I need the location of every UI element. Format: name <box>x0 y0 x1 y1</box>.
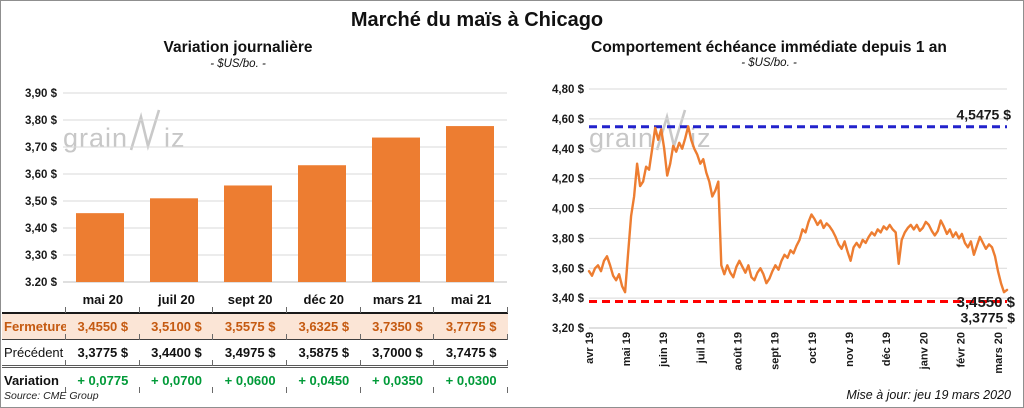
x-tick-label: nov 19 <box>844 332 856 367</box>
y-tick-label: 4,00 $ <box>552 204 585 216</box>
table-cell: 3,7775 $ <box>433 313 508 340</box>
table-cell: 3,4975 $ <box>212 339 287 368</box>
table-cell: 3,7475 $ <box>433 339 508 368</box>
table-row-fermeture: Fermeture 3,4550 $3,5100 $3,5575 $3,6325 … <box>2 313 508 340</box>
table-cell: 3,5100 $ <box>138 313 214 340</box>
bar-mars 21 <box>372 137 420 282</box>
table-cell: + 0,0775 <box>65 367 140 393</box>
y-tick-label: 3,30 $ <box>25 250 58 262</box>
table-row-variation: Variation + 0,0775 + 0,0700 + 0,0600 + 0,045… <box>2 367 508 393</box>
header-corner <box>2 287 66 314</box>
bar-déc 20 <box>298 165 346 282</box>
watermark-text: iz <box>164 123 186 153</box>
y-tick-label: 3,40 $ <box>552 293 585 305</box>
y-tick-label: 4,40 $ <box>552 144 585 156</box>
label-last-close: 3,4550 $ <box>957 294 1016 311</box>
y-tick-label: 3,60 $ <box>552 263 585 275</box>
y-tick-label: 3,20 $ <box>25 277 58 286</box>
row-label-precedent: Précédent <box>2 339 66 368</box>
price-line <box>587 125 1009 294</box>
x-tick-label: déc 19 <box>881 332 893 366</box>
update-note: Mise à jour: jeu 19 mars 2020 <box>846 388 1011 402</box>
x-tick-label: mars 20 <box>993 332 1005 374</box>
bar-chart-svg: 3,90 $ 3,80 $ 3,70 $ 3,60 $ 3,50 $ 3,40 $ 3,30… <box>25 88 507 286</box>
table-cell: 3,7000 $ <box>359 339 435 368</box>
x-tick-label: juil 19 <box>695 332 707 364</box>
line-chart-svg: 4,80 $ 4,60 $ 4,40 $ 4,20 $ 4,00 $ 3,80 $ 3,60… <box>552 84 1016 374</box>
table-cell: 3,5575 $ <box>212 313 287 340</box>
y-tick-label: 3,50 $ <box>25 196 58 208</box>
row-label-variation: Variation <box>4 372 59 388</box>
x-tick-label: févr 20 <box>956 332 968 367</box>
column-header: déc 20 <box>285 287 361 314</box>
futures-table: mai 20 juil 20 sept 20 déc 20 mars 21 mai 21 F… <box>2 287 508 392</box>
x-tick-label: oct 19 <box>807 332 819 364</box>
x-tick-label: avr 19 <box>584 332 596 364</box>
table-cell: 3,7350 $ <box>359 313 435 340</box>
page-title: Marché du maïs à Chicago <box>350 9 604 31</box>
row-label-fermeture: Fermeture <box>2 313 68 340</box>
label-previous-close: 3,3775 $ <box>961 309 1016 325</box>
table-header-row: mai 20 juil 20 sept 20 déc 20 mars 21 mai 21 <box>2 287 508 314</box>
column-header: mai 20 <box>65 287 140 314</box>
table-cell: 3,4550 $ <box>65 313 140 340</box>
y-tick-label: 4,80 $ <box>552 84 585 96</box>
column-header: mars 21 <box>359 287 435 314</box>
y-tick-label: 4,20 $ <box>552 174 585 186</box>
bar-chart-subtitle: - $US/bo. - <box>210 58 266 70</box>
table-cell: + 0,0600 <box>212 367 287 393</box>
column-header: sept 20 <box>212 287 287 314</box>
y-tick-label: 4,60 $ <box>552 114 585 126</box>
y-tick-label: 3,60 $ <box>25 169 58 181</box>
column-header: mai 21 <box>433 287 508 314</box>
watermark-text: grain <box>589 123 655 153</box>
watermark-text: iz <box>690 123 712 153</box>
line-chart-subtitle: - $US/bo. - <box>741 57 797 69</box>
table-cell: + 0,0350 <box>359 367 435 393</box>
x-tick-label: juin 19 <box>658 332 670 368</box>
table-row-precedent: Précédent 3,3775 $3,4400 $3,4975 $3,5875 … <box>2 339 508 368</box>
table-cell: + 0,0700 <box>138 367 214 393</box>
bar-mai 21 <box>446 126 494 282</box>
table-cell: 3,5875 $ <box>285 339 361 368</box>
table-cell: 3,6325 $ <box>285 313 361 340</box>
line-chart-title: Comportement échéance immédiate depuis 1… <box>591 39 947 56</box>
y-tick-label: 3,40 $ <box>25 223 58 235</box>
label-high: 4,5475 $ <box>957 107 1012 123</box>
x-tick-label: mai 19 <box>621 332 633 366</box>
table-cell: 3,3775 $ <box>65 339 140 368</box>
y-tick-label: 3,20 $ <box>552 323 585 335</box>
y-tick-label: 3,90 $ <box>25 88 58 100</box>
source-note: Source: CME Group <box>4 390 99 402</box>
x-tick-label: janv 20 <box>918 332 930 370</box>
watermark-right: grain iz <box>589 108 712 152</box>
column-header: juil 20 <box>138 287 214 314</box>
table-cell: + 0,0300 <box>433 367 508 393</box>
y-tick-label: 3,80 $ <box>552 233 585 245</box>
y-tick-label: 3,70 $ <box>25 142 58 154</box>
bar-mai 20 <box>76 213 124 282</box>
bar-sept 20 <box>224 185 272 282</box>
y-tick-label: 3,80 $ <box>25 115 58 127</box>
table-cell: + 0,0450 <box>285 367 361 393</box>
table-cell: 3,4400 $ <box>138 339 214 368</box>
watermark-zigzag-icon <box>129 109 161 151</box>
x-tick-label: août 19 <box>732 332 744 371</box>
bar-chart-title: Variation journalière <box>163 39 313 56</box>
x-tick-label: sept 19 <box>770 332 782 370</box>
bar-juil 20 <box>150 198 198 282</box>
